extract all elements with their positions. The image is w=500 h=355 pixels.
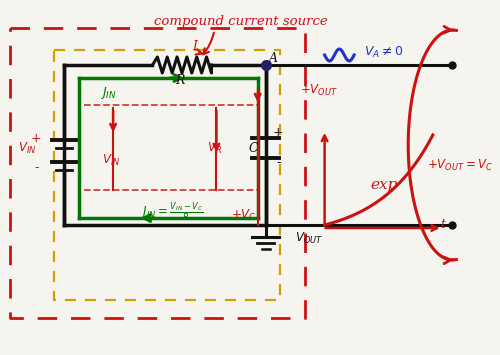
Text: $+V_{OUT}=V_C$: $+V_{OUT}=V_C$ bbox=[428, 158, 494, 173]
Text: +: + bbox=[273, 126, 283, 140]
Text: t: t bbox=[440, 218, 445, 231]
Text: $V_{IN}$: $V_{IN}$ bbox=[102, 152, 120, 168]
Text: compound current source: compound current source bbox=[154, 16, 328, 28]
Text: +: + bbox=[31, 131, 42, 144]
Text: $J_{IN} = \frac{V_{IN}-V_C}{R}$: $J_{IN} = \frac{V_{IN}-V_C}{R}$ bbox=[141, 201, 204, 224]
Text: $V_R$: $V_R$ bbox=[207, 141, 222, 155]
Text: $+V_{OUT}$: $+V_{OUT}$ bbox=[300, 82, 338, 98]
Text: $J_{IN}$: $J_{IN}$ bbox=[100, 85, 116, 101]
Text: -: - bbox=[34, 162, 38, 175]
Text: $V_A \neq 0$: $V_A \neq 0$ bbox=[364, 44, 404, 60]
Text: -: - bbox=[276, 157, 280, 169]
Text: C: C bbox=[249, 142, 258, 154]
Text: exp: exp bbox=[370, 178, 398, 192]
Text: R: R bbox=[176, 73, 184, 87]
Text: $+V_C$: $+V_C$ bbox=[231, 207, 257, 223]
Text: $V_{IN}$: $V_{IN}$ bbox=[18, 141, 36, 155]
Text: $V_{OUT}$: $V_{OUT}$ bbox=[295, 230, 323, 246]
Text: I: I bbox=[192, 40, 198, 54]
Text: A: A bbox=[269, 51, 278, 65]
